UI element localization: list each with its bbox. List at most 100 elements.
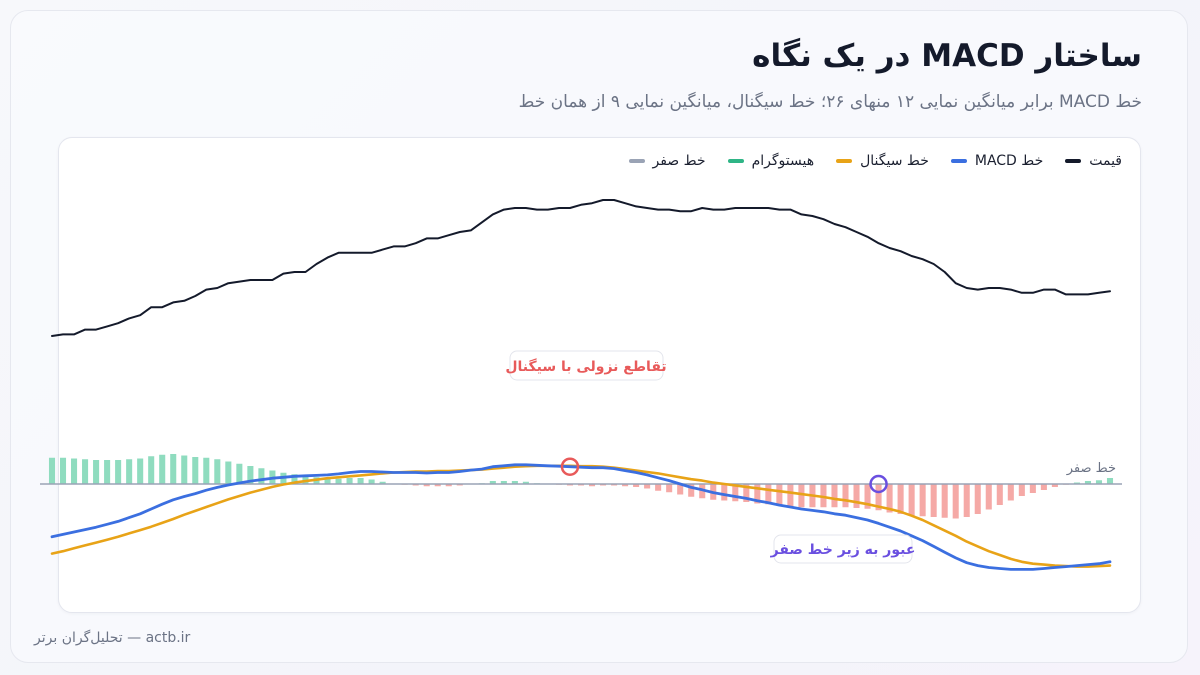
histogram-bar [831, 484, 838, 508]
zero-cross-box [773, 534, 913, 564]
histogram-bar [203, 457, 210, 484]
bearish-cross-label: تقاطع نزولی با سیگنال [505, 358, 666, 375]
histogram-bar [1029, 484, 1036, 493]
histogram-bar [776, 484, 783, 506]
histogram-bar [688, 484, 695, 497]
page-title: ساختار MACD در یک نگاه [752, 38, 1142, 74]
histogram-bar [919, 484, 926, 517]
histogram-bar [666, 484, 673, 493]
bearish-cross-box [509, 350, 664, 381]
histogram-bar [511, 481, 518, 484]
legend-item-signal[interactable]: خط سیگنال [836, 153, 929, 169]
histogram-bar [1051, 484, 1058, 487]
histogram-bar [258, 468, 265, 484]
legend-item-macd[interactable]: خط MACD [950, 153, 1044, 169]
histogram-bar [500, 481, 507, 484]
histogram-bar [225, 461, 232, 484]
histogram-bar [115, 460, 122, 484]
legend-label: خط MACD [974, 153, 1044, 169]
histogram-bar [996, 484, 1003, 505]
histogram-bars [48, 454, 1114, 519]
legend-swatch [950, 159, 967, 163]
legend-item-zero-line[interactable]: خط صفر [628, 153, 706, 169]
histogram-bar [71, 458, 78, 484]
legend-swatch [836, 159, 853, 163]
histogram-bar [952, 484, 959, 519]
histogram-bar [93, 460, 100, 484]
legend-item-histogram[interactable]: هیستوگرام [727, 153, 815, 169]
page-subtitle: خط MACD برابر میانگین نمایی ۱۲ منهای ۲۶؛… [518, 92, 1142, 112]
histogram-bar [930, 484, 937, 517]
histogram-bar [379, 481, 386, 484]
macd-series [50, 463, 1112, 571]
price-series [51, 199, 1111, 337]
histogram-bar [137, 458, 144, 484]
legend-label: هیستوگرام [751, 153, 815, 169]
histogram-bar [159, 454, 166, 484]
histogram-bar [633, 484, 640, 487]
histogram-bar [765, 484, 772, 505]
histogram-bar [644, 484, 651, 489]
histogram-bar [853, 484, 860, 508]
histogram-bar [842, 484, 849, 508]
histogram-bar [434, 484, 441, 487]
histogram-bar [1007, 484, 1014, 501]
histogram-bar [588, 484, 596, 487]
histogram-bar [985, 484, 992, 510]
histogram-bar [192, 457, 199, 484]
histogram-bar [622, 484, 629, 487]
histogram-bar [754, 484, 761, 504]
histogram-bar [1084, 481, 1091, 484]
histogram-bar [445, 484, 452, 487]
legend-label: قیمت [1089, 153, 1122, 169]
histogram-bar [655, 484, 662, 491]
macd-line [50, 463, 1112, 571]
chart-legend: قیمت خط MACD خط سیگنال هیستوگرام خط صفر [628, 153, 1122, 169]
histogram-bar [247, 466, 254, 484]
histogram-bar [148, 456, 155, 484]
histogram-bar [886, 484, 893, 513]
histogram-bar [59, 457, 67, 484]
histogram-bar [181, 455, 188, 484]
zero-line-label: خط صفر [1066, 461, 1116, 476]
legend-swatch [727, 159, 744, 163]
zero-cross-label: عبور به زیر خط صفر [770, 542, 916, 558]
histogram-bar [291, 474, 298, 484]
legend-label: خط صفر [652, 153, 706, 169]
histogram-bar [48, 457, 56, 484]
histogram-bar [522, 481, 529, 484]
histogram-bar [1106, 478, 1114, 484]
histogram-bar [346, 478, 353, 484]
price-line [51, 199, 1111, 337]
histogram-bar [864, 484, 871, 509]
signal-series [50, 464, 1112, 568]
histogram-bar [1018, 484, 1025, 496]
histogram-bar [357, 478, 364, 484]
legend-item-price[interactable]: قیمت [1065, 153, 1122, 169]
histogram-bar [104, 460, 111, 484]
histogram-bar [489, 481, 496, 484]
zero-cross-annotation: عبور به زیر خط صفر [770, 474, 916, 564]
histogram-bar [335, 478, 342, 484]
bearish-cross-annotation: تقاطع نزولی با سیگنال [505, 350, 667, 476]
histogram-bar [214, 459, 221, 484]
histogram-bar [908, 484, 915, 516]
histogram-bar [787, 484, 794, 507]
legend-swatch [1065, 159, 1082, 163]
histogram-bar [963, 484, 970, 517]
bearish-cross-marker [560, 457, 580, 476]
legend-swatch [628, 159, 645, 163]
histogram-bar [82, 459, 89, 484]
histogram-bar [423, 484, 430, 487]
histogram-bar [1095, 480, 1103, 484]
histogram-bar [875, 484, 882, 511]
footer-credit: actb.ir — تحلیل‌گران برتر [34, 630, 191, 646]
histogram-bar [732, 484, 739, 502]
histogram-bar [798, 484, 805, 508]
histogram-bar [941, 484, 948, 518]
legend-label: خط سیگنال [860, 153, 929, 169]
histogram-bar [743, 484, 750, 502]
signal-line [50, 464, 1112, 568]
histogram-bar [897, 484, 904, 514]
